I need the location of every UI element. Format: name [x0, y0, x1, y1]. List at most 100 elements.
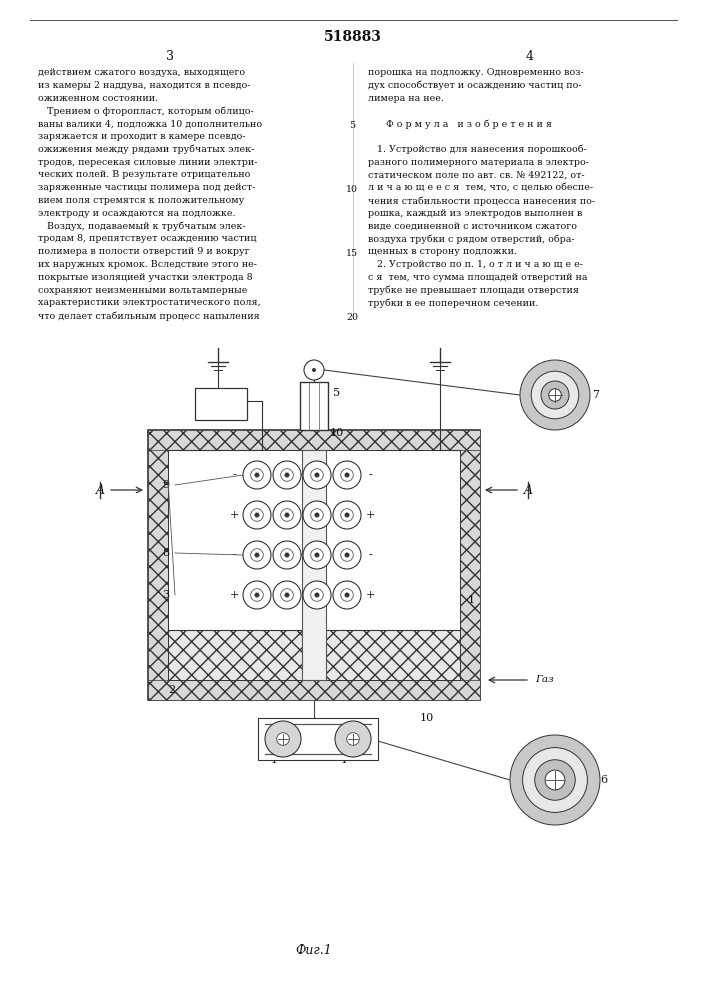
Bar	[258, 718, 378, 760]
Circle shape	[335, 721, 371, 757]
Text: A: A	[95, 484, 105, 496]
Text: 1: 1	[468, 595, 475, 605]
Text: Газ: Газ	[535, 676, 554, 684]
Text: 518883: 518883	[324, 30, 382, 44]
Text: A: A	[523, 484, 532, 496]
Circle shape	[284, 512, 289, 518]
Circle shape	[310, 589, 323, 601]
Circle shape	[344, 473, 349, 478]
Text: 20: 20	[346, 313, 358, 322]
Circle shape	[522, 748, 588, 812]
Text: 8: 8	[162, 548, 169, 558]
Circle shape	[315, 552, 320, 558]
Circle shape	[534, 760, 575, 800]
Circle shape	[315, 592, 320, 597]
Text: 4: 4	[340, 755, 347, 765]
Circle shape	[303, 461, 331, 489]
Text: рошка, каждый из электродов выполнен в: рошка, каждый из электродов выполнен в	[368, 209, 583, 218]
Text: 4: 4	[270, 755, 277, 765]
Text: ожижения между рядами трубчатых элек-: ожижения между рядами трубчатых элек-	[38, 145, 255, 154]
Bar	[300, 382, 328, 430]
Text: -: -	[296, 590, 300, 600]
Circle shape	[333, 501, 361, 529]
Circle shape	[344, 552, 349, 558]
Circle shape	[243, 501, 271, 529]
Text: 9: 9	[162, 480, 169, 490]
Text: из камеры 2 наддува, находится в псевдо-: из камеры 2 наддува, находится в псевдо-	[38, 81, 250, 90]
Text: +: +	[366, 510, 375, 520]
Bar	[168, 630, 460, 680]
Text: их наружных кромок. Вследствие этого не-: их наружных кромок. Вследствие этого не-	[38, 260, 257, 269]
Text: дух способствует и осаждению частиц по-: дух способствует и осаждению частиц по-	[368, 81, 582, 90]
Text: покрытые изоляцией участки электрода 8: покрытые изоляцией участки электрода 8	[38, 273, 252, 282]
Circle shape	[243, 581, 271, 609]
Text: щенных в сторону подложки.: щенных в сторону подложки.	[368, 247, 517, 256]
Text: трубке не превышает площади отверстия: трубке не превышает площади отверстия	[368, 286, 579, 295]
Text: воздуха трубки с рядом отверстий, обра-: воздуха трубки с рядом отверстий, обра-	[368, 234, 575, 244]
Text: -: -	[232, 470, 236, 480]
Text: электроду и осаждаются на подложке.: электроду и осаждаются на подложке.	[38, 209, 235, 218]
Circle shape	[265, 721, 301, 757]
Circle shape	[243, 541, 271, 569]
Text: 2. Устройство по п. 1, о т л и ч а ю щ е е-: 2. Устройство по п. 1, о т л и ч а ю щ е…	[368, 260, 583, 269]
Text: виде соединенной с источником сжатого: виде соединенной с источником сжатого	[368, 222, 577, 231]
Circle shape	[303, 541, 331, 569]
Circle shape	[346, 733, 359, 745]
Circle shape	[251, 549, 263, 561]
Circle shape	[276, 733, 289, 745]
Circle shape	[255, 592, 259, 597]
Circle shape	[303, 581, 331, 609]
Text: 10: 10	[420, 713, 434, 723]
Circle shape	[549, 389, 561, 401]
Text: полимера в полости отверстий 9 и вокруг: полимера в полости отверстий 9 и вокруг	[38, 247, 250, 256]
Text: 3: 3	[166, 49, 174, 62]
Text: -: -	[296, 510, 300, 520]
Circle shape	[344, 592, 349, 597]
Text: -: -	[368, 470, 372, 480]
Text: заряжается и проходит в камере псевдо-: заряжается и проходит в камере псевдо-	[38, 132, 245, 141]
Circle shape	[281, 549, 293, 561]
Circle shape	[255, 473, 259, 478]
Text: тродам 8, препятствует осаждению частиц: тродам 8, препятствует осаждению частиц	[38, 234, 257, 243]
Circle shape	[281, 589, 293, 601]
Text: ческих полей. В результате отрицательно: ческих полей. В результате отрицательно	[38, 170, 250, 179]
Circle shape	[251, 509, 263, 521]
Text: +: +	[229, 590, 239, 600]
Text: Фиг.1: Фиг.1	[296, 944, 332, 956]
Bar	[302, 450, 326, 680]
Circle shape	[315, 512, 320, 518]
Bar	[148, 430, 480, 700]
Text: 5: 5	[349, 121, 355, 130]
Circle shape	[333, 461, 361, 489]
Circle shape	[545, 770, 565, 790]
Text: +: +	[293, 550, 303, 560]
Text: характеристики электростатического поля,: характеристики электростатического поля,	[38, 298, 261, 307]
Circle shape	[273, 541, 301, 569]
Text: 10: 10	[330, 428, 344, 438]
Bar	[148, 430, 480, 450]
Circle shape	[344, 512, 349, 518]
Circle shape	[251, 469, 263, 481]
Bar	[148, 680, 480, 700]
Text: Воздух, подаваемый к трубчатым элек-: Воздух, подаваемый к трубчатым элек-	[38, 222, 245, 231]
Text: +: +	[210, 399, 221, 412]
Text: тродов, пересекая силовые линии электри-: тродов, пересекая силовые линии электри-	[38, 158, 257, 167]
Circle shape	[541, 381, 569, 409]
Text: 7: 7	[592, 390, 599, 400]
Circle shape	[273, 461, 301, 489]
Circle shape	[303, 501, 331, 529]
Circle shape	[281, 509, 293, 521]
Text: заряженные частицы полимера под дейст-: заряженные частицы полимера под дейст-	[38, 183, 255, 192]
Text: Ф о р м у л а   и з о б р е т е н и я: Ф о р м у л а и з о б р е т е н и я	[368, 119, 552, 129]
Text: действием сжатого воздуха, выходящего: действием сжатого воздуха, выходящего	[38, 68, 245, 77]
Text: +: +	[293, 470, 303, 480]
Circle shape	[251, 589, 263, 601]
Bar	[195, 388, 247, 420]
Text: -: -	[304, 510, 308, 520]
Text: 15: 15	[346, 249, 358, 258]
Circle shape	[281, 469, 293, 481]
Circle shape	[255, 552, 259, 558]
Text: ожиженном состоянии.: ожиженном состоянии.	[38, 94, 158, 103]
Circle shape	[315, 473, 320, 478]
Text: сохраняют неизменными вольтамперные: сохраняют неизменными вольтамперные	[38, 286, 247, 295]
